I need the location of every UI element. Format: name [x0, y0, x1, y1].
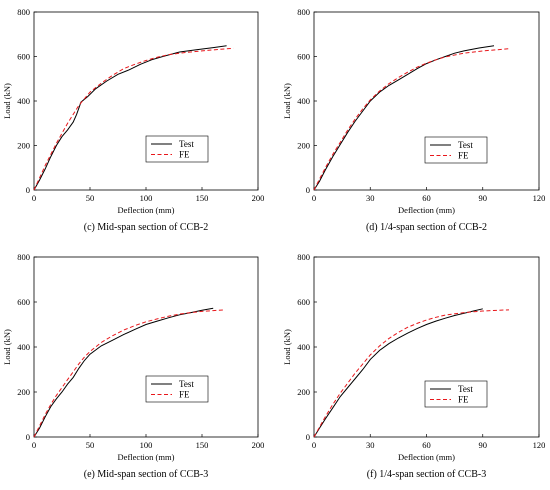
- y-tick-label: 200: [297, 387, 310, 397]
- x-tick-label: 0: [312, 440, 316, 450]
- legend-label-test: Test: [458, 140, 473, 150]
- plot-frame: [33, 11, 259, 191]
- legend-label-test: Test: [458, 384, 473, 394]
- x-tick-label: 200: [252, 193, 265, 203]
- x-tick-label: 60: [422, 193, 431, 203]
- x-tick-label: 30: [366, 193, 375, 203]
- chart-panel-2: 0 30 60 90 120 0 200 400 600 800 Deflection (mm) Lo…: [282, 7, 545, 233]
- x-tick-label: 100: [140, 193, 153, 203]
- y-tick-label: 600: [297, 297, 310, 307]
- y-tick-label: 400: [297, 342, 310, 352]
- series-line-fe: [313, 48, 510, 191]
- x-tick-label: 120: [533, 440, 546, 450]
- legend-box: [424, 136, 488, 164]
- y-axis-label: Load (kN): [282, 83, 292, 119]
- y-tick-label: 0: [26, 185, 30, 195]
- y-tick-label: 200: [17, 387, 30, 397]
- legend-label-test: Test: [179, 379, 194, 389]
- series-line-test: [313, 45, 495, 191]
- y-tick-label: 400: [17, 96, 30, 106]
- y-tick-label: 600: [297, 52, 310, 62]
- legend-label-fe: FE: [458, 395, 469, 405]
- panel-caption: (d) 1/4-span section of CCB-2: [366, 222, 487, 233]
- y-tick-label: 200: [297, 141, 310, 151]
- x-axis-label: Deflection (mm): [398, 452, 455, 462]
- y-tick-label: 800: [297, 7, 310, 17]
- chart-panel-3: 0 50 100 150 200 0 200 400 600 800 Deflection (mm)…: [2, 252, 264, 480]
- legend-box: [145, 375, 209, 403]
- y-tick-label: 600: [17, 52, 30, 62]
- x-tick-label: 50: [86, 193, 95, 203]
- legend-label-fe: FE: [458, 151, 469, 161]
- x-tick-label: 30: [366, 440, 375, 450]
- y-axis-label: Load (kN): [282, 329, 292, 365]
- y-tick-label: 800: [17, 7, 30, 17]
- x-tick-label: 100: [140, 440, 153, 450]
- legend-box: [145, 135, 209, 163]
- x-tick-label: 120: [533, 193, 546, 203]
- y-tick-label: 400: [17, 342, 30, 352]
- x-tick-label: 150: [196, 440, 209, 450]
- x-tick-label: 50: [86, 440, 95, 450]
- y-tick-label: 200: [17, 141, 30, 151]
- x-axis-label: Deflection (mm): [398, 205, 455, 215]
- y-axis-label: Load (kN): [2, 329, 12, 365]
- chart-panel-1: 0 50 100 150 200 0 200 400 600 800 Deflection (mm)…: [2, 7, 264, 233]
- y-tick-label: 600: [17, 297, 30, 307]
- series-line-fe: [33, 47, 234, 191]
- y-tick-label: 400: [297, 96, 310, 106]
- x-tick-label: 0: [312, 193, 316, 203]
- x-tick-label: 90: [479, 440, 488, 450]
- plot-frame: [33, 256, 259, 438]
- y-tick-label: 0: [306, 432, 310, 442]
- x-axis-label: Deflection (mm): [118, 205, 175, 215]
- series-line-test: [33, 307, 214, 438]
- x-axis-label: Deflection (mm): [118, 452, 175, 462]
- x-tick-label: 0: [32, 440, 36, 450]
- x-tick-label: 60: [422, 440, 431, 450]
- legend-box: [424, 380, 488, 408]
- y-tick-label: 800: [297, 252, 310, 262]
- plot-frame: [313, 11, 540, 191]
- x-tick-label: 200: [252, 440, 265, 450]
- panel-caption: (c) Mid-span section of CCB-2: [84, 222, 208, 233]
- panel-caption: (e) Mid-span section of CCB-3: [84, 469, 208, 480]
- series-line-test: [313, 308, 483, 438]
- legend-label-fe: FE: [179, 150, 190, 160]
- series-line-test: [33, 45, 227, 191]
- y-axis-label: Load (kN): [2, 83, 12, 119]
- x-tick-label: 0: [32, 193, 36, 203]
- chart-panel-4: 0 30 60 90 120 0 200 400 600 800 Deflection (mm) Lo…: [282, 252, 545, 480]
- x-tick-label: 90: [479, 193, 488, 203]
- panel-caption: (f) 1/4-span section of CCB-3: [367, 469, 486, 480]
- plot-frame: [313, 256, 540, 438]
- legend-label-fe: FE: [179, 390, 190, 400]
- y-tick-label: 800: [17, 252, 30, 262]
- y-tick-label: 0: [26, 432, 30, 442]
- series-line-fe: [313, 309, 510, 438]
- series-line-fe: [33, 309, 225, 438]
- x-tick-label: 150: [196, 193, 209, 203]
- y-tick-label: 0: [306, 185, 310, 195]
- legend-label-test: Test: [179, 139, 194, 149]
